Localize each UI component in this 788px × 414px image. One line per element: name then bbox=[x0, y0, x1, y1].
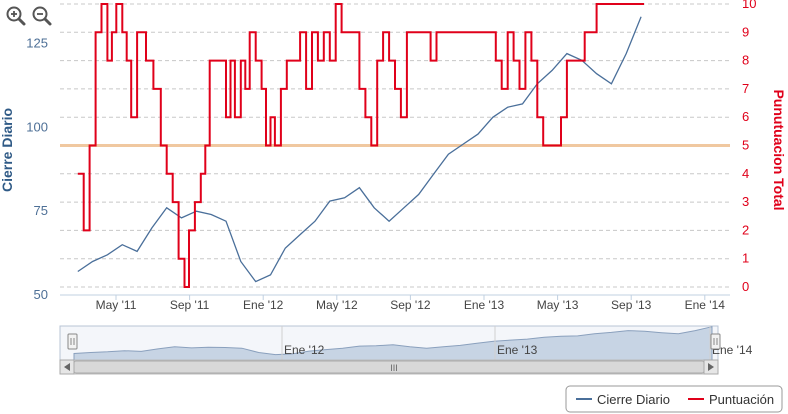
navigator-area bbox=[73, 326, 713, 361]
left-axis: 50 75 100 125 bbox=[26, 36, 48, 302]
left-axis-title: Cierre Diario bbox=[0, 108, 15, 192]
left-tick-label: 100 bbox=[26, 119, 48, 134]
legend: Cierre Diario Puntuación bbox=[565, 385, 783, 413]
scrollbar-thumb[interactable] bbox=[73, 360, 705, 374]
zoom-out-icon[interactable] bbox=[32, 6, 52, 26]
x-tick-label: Ene '12 bbox=[243, 298, 284, 312]
x-tick-label: Ene '14 bbox=[685, 298, 726, 312]
right-tick-label: 6 bbox=[742, 109, 749, 124]
right-tick-label: 0 bbox=[742, 279, 749, 294]
x-tick-label: Ene '13 bbox=[464, 298, 505, 312]
navigator-label: Ene '12 bbox=[284, 343, 325, 357]
x-axis: May '11 Sep '11 Ene '12 May '12 Sep '12 Ene '… bbox=[96, 295, 726, 312]
right-tick-label: 5 bbox=[742, 138, 749, 153]
right-tick-label: 9 bbox=[742, 24, 749, 39]
x-tick-label: Sep '12 bbox=[390, 298, 431, 312]
arrow-right-icon bbox=[708, 363, 714, 371]
x-tick-label: May '11 bbox=[96, 298, 137, 312]
navigator-label: Ene '13 bbox=[497, 343, 538, 357]
legend-item-cierre-diario[interactable]: Cierre Diario bbox=[576, 392, 670, 407]
right-axis-title: Punutuacion Total bbox=[771, 89, 787, 210]
scrollbar-grip: III bbox=[390, 363, 398, 373]
x-tick-label: May '13 bbox=[537, 298, 579, 312]
gridlines bbox=[60, 3, 730, 296]
left-tick-label: 125 bbox=[26, 36, 48, 51]
left-tick-label: 75 bbox=[34, 203, 48, 218]
right-tick-label: 8 bbox=[742, 53, 749, 68]
right-axis: 0 1 2 3 4 5 6 7 8 9 10 bbox=[742, 0, 756, 294]
x-tick-label: Sep '11 bbox=[170, 298, 210, 312]
navigator-handle-left[interactable] bbox=[67, 333, 78, 350]
right-tick-label: 2 bbox=[742, 222, 749, 237]
right-tick-label: 10 bbox=[742, 0, 756, 11]
navigator-handle-right[interactable] bbox=[710, 333, 721, 350]
right-tick-label: 4 bbox=[742, 166, 749, 181]
navigator-label: Ene '14 bbox=[712, 343, 753, 357]
scrollbar[interactable]: III bbox=[59, 359, 719, 375]
arrow-left-icon bbox=[64, 363, 70, 371]
left-tick-label: 50 bbox=[34, 287, 48, 302]
x-tick-label: May '12 bbox=[316, 298, 358, 312]
legend-label: Puntuación bbox=[709, 392, 774, 407]
right-tick-label: 7 bbox=[742, 81, 749, 96]
right-tick-label: 1 bbox=[742, 251, 749, 266]
zoom-in-icon[interactable] bbox=[6, 6, 26, 26]
right-tick-label: 3 bbox=[742, 194, 749, 209]
series-puntuacion bbox=[77, 3, 644, 288]
navigator-labels: Ene '12 Ene '13 Ene '14 bbox=[284, 343, 753, 357]
navigator[interactable]: Ene '12 Ene '13 Ene '14 bbox=[59, 325, 753, 361]
legend-label: Cierre Diario bbox=[597, 392, 670, 407]
series-cierre-diario bbox=[77, 16, 642, 283]
legend-item-puntuacion[interactable]: Puntuación bbox=[688, 392, 774, 407]
x-tick-label: Sep '13 bbox=[611, 298, 652, 312]
